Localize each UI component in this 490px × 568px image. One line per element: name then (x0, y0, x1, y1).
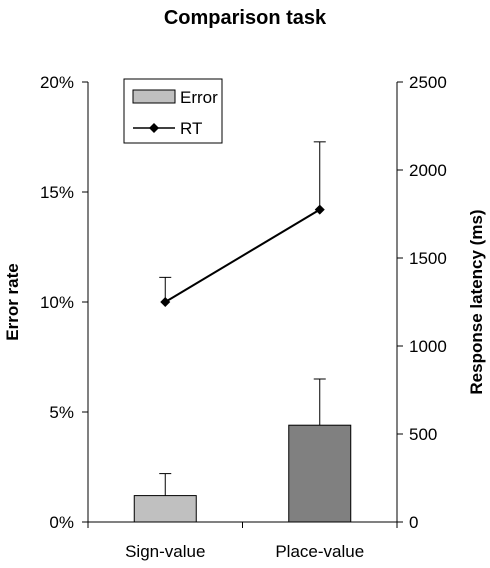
error-bar (288, 424, 352, 523)
left-tick-label: 15% (40, 183, 74, 202)
left-tick-label: 0% (49, 513, 74, 532)
left-tick-label: 10% (40, 293, 74, 312)
legend-rt-label: RT (180, 119, 202, 138)
right-tick-label: 1000 (409, 337, 447, 356)
left-tick-label: 20% (40, 73, 74, 92)
legend-error-swatch (132, 89, 176, 104)
error-bar (133, 495, 197, 523)
left-axis-label: Error rate (3, 263, 22, 340)
rt-point (314, 204, 325, 215)
right-tick-label: 2000 (409, 161, 447, 180)
x-axis-ticks: Sign-value Place-value (87, 522, 398, 561)
legend-error-label: Error (180, 88, 218, 107)
rt-point (160, 297, 171, 307)
error-bars-series (133, 378, 352, 523)
legend: Error RT (123, 78, 223, 144)
x-category-label: Place-value (275, 542, 364, 561)
x-category-label: Sign-value (125, 542, 205, 561)
right-axis-label: Response latency (ms) (467, 209, 486, 394)
right-tick-label: 500 (409, 425, 437, 444)
right-tick-label: 0 (409, 513, 418, 532)
right-tick-label: 1500 (409, 249, 447, 268)
left-tick-label: 5% (49, 403, 74, 422)
right-axis-ticks: 0 500 1000 1500 2000 2500 (397, 73, 447, 532)
rt-line (164, 208, 321, 303)
right-tick-label: 2500 (409, 73, 447, 92)
left-axis-ticks: 0% 5% 10% 15% 20% (40, 73, 88, 532)
rt-line-series (159, 141, 326, 307)
legend-rt-marker (149, 123, 159, 133)
chart-title: Comparison task (164, 7, 327, 29)
